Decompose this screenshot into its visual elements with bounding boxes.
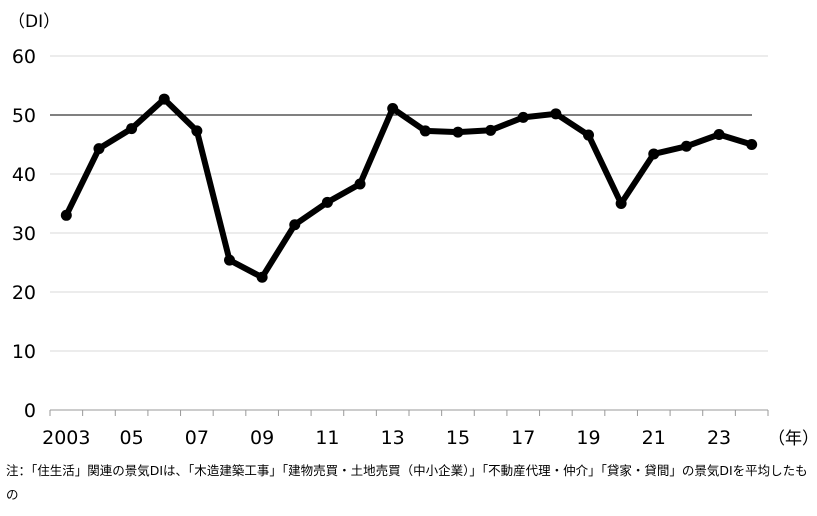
data-point <box>648 148 660 160</box>
data-point <box>158 93 170 105</box>
data-point <box>485 124 497 136</box>
series-markers <box>60 93 758 283</box>
data-point <box>289 219 301 231</box>
data-point <box>93 143 105 155</box>
x-tick-label: 2003 <box>42 427 90 449</box>
data-point <box>387 103 399 115</box>
y-axis-unit-label: （DI） <box>8 12 60 32</box>
data-point <box>680 140 692 152</box>
gridlines <box>50 55 768 352</box>
y-tick-label: 60 <box>12 46 36 68</box>
x-tick-label: 07 <box>185 427 209 449</box>
x-axis-unit-label: （年） <box>768 429 817 449</box>
data-point <box>321 196 333 208</box>
data-point <box>615 198 627 209</box>
x-tick-label: 09 <box>250 427 274 449</box>
data-point <box>354 178 366 190</box>
x-tick-label: 19 <box>576 427 600 449</box>
data-point <box>191 125 203 137</box>
x-tick-label: 13 <box>381 427 405 449</box>
y-tick-label: 10 <box>12 341 36 363</box>
y-tick-label: 50 <box>12 105 36 127</box>
data-point <box>419 125 431 137</box>
x-tick-label: 05 <box>119 427 143 449</box>
series-line <box>63 96 755 281</box>
x-tick-marks <box>49 410 769 416</box>
y-tick-label: 40 <box>12 164 36 186</box>
y-tick-label: 0 <box>24 400 36 422</box>
data-point <box>60 209 72 221</box>
data-point <box>452 126 464 138</box>
y-tick-labels: 0 10 20 30 40 50 60 <box>12 46 36 422</box>
data-point <box>713 128 725 140</box>
data-point <box>550 108 562 120</box>
y-tick-label: 30 <box>12 223 36 245</box>
data-point <box>256 271 268 283</box>
x-tick-label: 15 <box>446 427 470 449</box>
x-tick-labels: 2003 05 07 09 11 13 15 17 19 21 23 <box>42 427 731 449</box>
data-point <box>126 123 138 135</box>
x-tick-label: 17 <box>511 427 535 449</box>
footnote: 注：「住生活」関連の景気DIは、「木造建築工事」「建物売買・土地売買（中小企業）… <box>6 463 808 502</box>
x-tick-label: 11 <box>315 427 339 449</box>
data-point <box>746 139 758 150</box>
x-tick-label: 23 <box>707 427 731 449</box>
y-tick-label: 20 <box>12 282 36 304</box>
data-point <box>517 111 529 123</box>
x-tick-label: 21 <box>642 427 666 449</box>
data-point <box>224 254 235 266</box>
data-point <box>583 129 594 141</box>
